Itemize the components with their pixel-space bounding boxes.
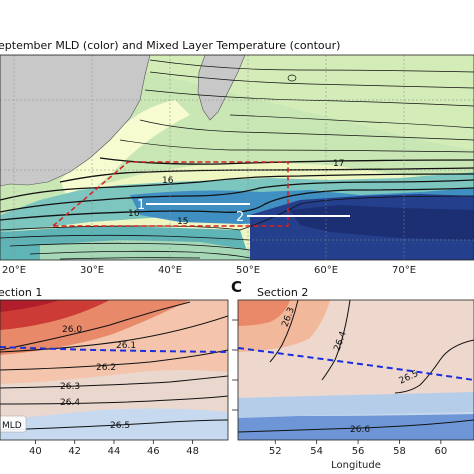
- mld-band-yellow: [60, 100, 190, 205]
- s1-mld-line: [0, 346, 228, 353]
- s2-tick-label: 58: [393, 446, 406, 457]
- section2-panel: 26.3 26.4 26.5 26.6: [238, 300, 474, 440]
- s1-label-26.4: 26.4: [60, 398, 80, 408]
- contour-label-15: 15: [177, 217, 188, 227]
- section-2-label: 2: [236, 210, 244, 225]
- land-madagascar: [197, 55, 246, 121]
- s1-x-ticks: 40 42 44 46 48: [29, 440, 199, 457]
- s2-tick-label: 56: [352, 446, 365, 457]
- s2-xlabel: Longitude: [331, 460, 381, 471]
- s2-tick-label: 54: [310, 446, 323, 457]
- contour-label-16b: 16: [128, 209, 140, 219]
- map-tick-40: 40°E: [158, 265, 182, 276]
- s1-contours: [0, 301, 228, 431]
- land-africa: [0, 55, 151, 187]
- s2-tick-label: 52: [269, 446, 282, 457]
- s1-legend-box: [0, 415, 27, 433]
- s1-tick-label: 44: [108, 446, 121, 457]
- mld-band-darkest: [290, 205, 474, 240]
- s1-tick-label: 48: [186, 446, 199, 457]
- s1-tick-label: 42: [68, 446, 81, 457]
- s1-label-26.3: 26.3: [60, 382, 80, 392]
- map-tick-50: 50°E: [236, 265, 260, 276]
- section2-title: Section 2: [257, 286, 308, 299]
- s2-band-blue: [238, 414, 474, 440]
- s1-legend-label: MLD: [2, 421, 22, 431]
- s1-label-26.2: 26.2: [96, 363, 116, 373]
- temperature-contours: [0, 59, 474, 260]
- s2-x-ticks: 52 54 56 58 60: [269, 440, 447, 457]
- map-title: eptember MLD (color) and Mixed Layer Tem…: [0, 39, 340, 52]
- map-tick-30: 30°E: [80, 265, 104, 276]
- map-panel: 1 2 17 16 16 15: [0, 55, 474, 260]
- s2-frame: [237, 299, 474, 441]
- map-tick-70: 70°E: [392, 265, 416, 276]
- map-frame: [0, 54, 474, 261]
- s2-label-26.6: 26.6: [350, 425, 370, 435]
- contour-label-16a: 16: [162, 176, 174, 186]
- s1-label-26.1: 26.1: [116, 341, 136, 351]
- map-tick-20: 20°E: [2, 265, 26, 276]
- section1-panel: 26.0 26.1 26.2 26.3 26.4 26.5 MLD: [0, 300, 228, 440]
- s1-tick-label: 46: [147, 446, 160, 457]
- s2-band-orange: [238, 300, 290, 326]
- s1-label-26.0: 26.0: [62, 325, 82, 335]
- map-x-ticks: 20°E 30°E 40°E 50°E 60°E 70°E: [2, 265, 416, 276]
- s2-band-lightblue: [238, 392, 474, 418]
- s1-label-26.5: 26.5: [110, 421, 130, 431]
- s2-mld-line: [238, 347, 474, 381]
- analysis-box: [50, 161, 289, 227]
- s2-y-ticks: [232, 319, 238, 411]
- panel-letter-c: C: [231, 278, 242, 296]
- s1-band-darkred: [0, 300, 60, 312]
- contour-label-17: 17: [333, 159, 344, 169]
- s1-tick-label: 40: [29, 446, 42, 457]
- map-grid: [0, 55, 474, 260]
- section-1-label: 1: [137, 198, 145, 213]
- map-tick-60: 60°E: [314, 265, 338, 276]
- section1-title: ection 1: [0, 286, 42, 299]
- s2-tick-label: 60: [435, 446, 448, 457]
